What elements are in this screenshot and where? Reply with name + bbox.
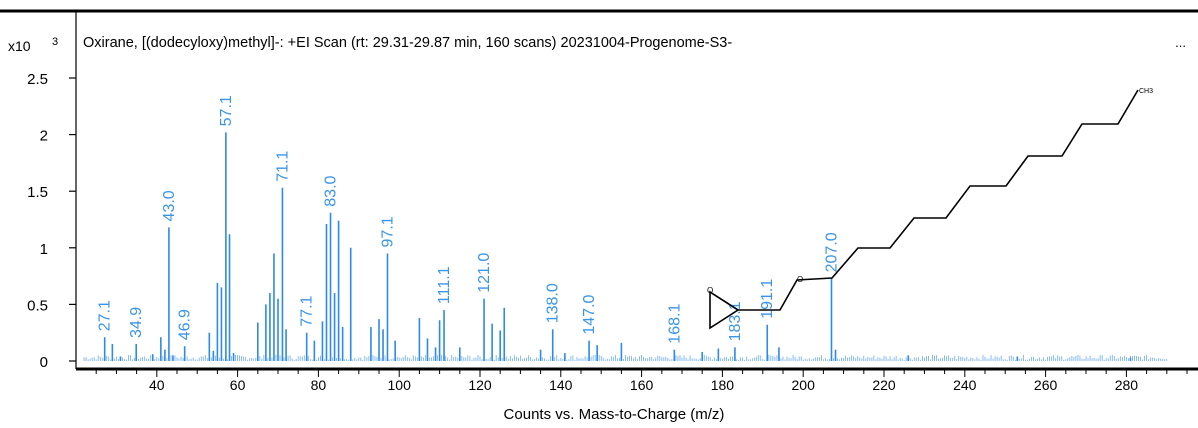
peak-label: 77.1 <box>299 295 316 326</box>
peak-label: 147.0 <box>581 294 598 334</box>
x-tick-label: 120 <box>468 377 492 393</box>
y-tick-label: 2.5 <box>27 71 48 88</box>
peak-label: 34.9 <box>128 307 145 338</box>
peak-label: 83.0 <box>323 175 340 206</box>
y-axis-ticks: 0 0.5 1 1.5 2 2.5 <box>27 71 76 371</box>
chart-title: Oxirane, [(dodecyloxy)methyl]-: +EI Scan… <box>83 35 732 51</box>
y-multiplier-base: x10 <box>8 38 31 54</box>
x-tick-label: 180 <box>711 377 735 393</box>
peak-label: 121.0 <box>476 253 493 293</box>
y-tick-label: 1 <box>40 241 48 258</box>
chain-end-label: CH3 <box>1139 88 1153 95</box>
x-tick-label: 240 <box>953 377 977 393</box>
y-tick-label: 0.5 <box>27 297 48 314</box>
y-multiplier-exponent: 3 <box>52 36 58 48</box>
ether-oxygen-label: O <box>797 275 803 284</box>
epoxide-oxygen-label: O <box>707 286 713 295</box>
x-tick-label: 60 <box>230 377 246 393</box>
x-tick-label: 220 <box>872 377 896 393</box>
peak-label: 57.1 <box>218 95 235 126</box>
title-ellipsis: ... <box>1175 35 1186 50</box>
x-axis-label: Counts vs. Mass-to-Charge (m/z) <box>504 406 725 423</box>
peak-label: 27.1 <box>97 300 114 331</box>
x-tick-label: 200 <box>792 377 816 393</box>
peak-label: 97.1 <box>379 216 396 247</box>
peak-label: 71.1 <box>274 151 291 182</box>
x-tick-label: 80 <box>311 377 327 393</box>
peak-label: 43.0 <box>161 190 178 221</box>
peak-label: 183.1 <box>727 301 744 341</box>
peak-label: 46.9 <box>177 309 194 340</box>
peak-labels: 27.1 34.9 43.0 46.9 57.1 71.1 77.1 83.0 97.1 111.… <box>97 95 841 344</box>
epoxide-ring <box>709 290 740 330</box>
spectrum-bars <box>83 132 1168 361</box>
peak-label: 207.0 <box>823 232 840 272</box>
x-tick-label: 140 <box>549 377 573 393</box>
peak-label: 111.1 <box>436 266 453 304</box>
molecular-structure-drawing <box>709 89 1139 330</box>
x-tick-label: 280 <box>1115 377 1139 393</box>
peak-label: 138.0 <box>545 283 562 323</box>
y-tick-label: 2 <box>40 128 48 145</box>
x-tick-label: 260 <box>1034 377 1058 393</box>
x-axis-ticks: 40 60 80 100 120 140 160 180 200 220 240 260 280 <box>95 369 1188 393</box>
peak-label: 191.1 <box>759 279 776 319</box>
x-tick-label: 40 <box>149 377 165 393</box>
y-tick-label: 1.5 <box>27 184 48 201</box>
x-tick-label: 100 <box>388 377 412 393</box>
y-tick-label: 0 <box>40 354 48 371</box>
peak-label: 168.1 <box>666 304 683 344</box>
structure-bond-skeleton <box>709 89 1139 311</box>
x-tick-label: 160 <box>630 377 654 393</box>
